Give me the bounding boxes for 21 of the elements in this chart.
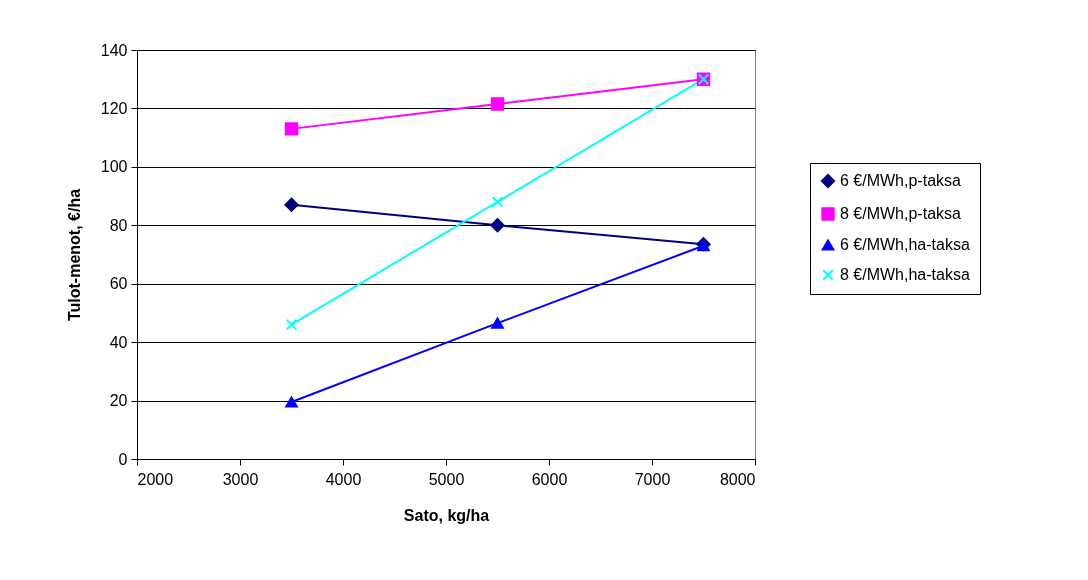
x-axis-title: Sato, kg/ha	[403, 506, 490, 524]
y-tick-label: 0	[118, 450, 128, 468]
legend-label: 8 €/MWh,p-taksa	[840, 205, 962, 222]
x-tick-label: 8000	[719, 470, 756, 488]
y-axis-title: Tulot-menot, €/ha	[65, 188, 83, 322]
y-tick-label: 80	[109, 216, 128, 234]
y-tick-label: 60	[109, 275, 128, 293]
y-tick-label: 140	[100, 41, 128, 59]
legend-label: 6 €/MWh,p-taksa	[840, 172, 962, 189]
y-tick-label: 20	[109, 392, 128, 410]
legend-label: 8 €/MWh,ha-taksa	[840, 266, 970, 283]
x-tick-label: 7000	[634, 470, 671, 488]
legend-label: 6 €/MWh,ha-taksa	[840, 236, 970, 253]
x-tick-label: 3000	[222, 470, 259, 488]
x-tick-label: 2000	[137, 470, 174, 488]
y-tick-label: 100	[100, 158, 128, 176]
x-tick-label: 5000	[428, 470, 465, 488]
y-tick-label: 120	[100, 99, 128, 117]
y-tick-label: 40	[109, 333, 128, 351]
x-tick-label: 6000	[531, 470, 568, 488]
x-tick-label: 4000	[325, 470, 362, 488]
